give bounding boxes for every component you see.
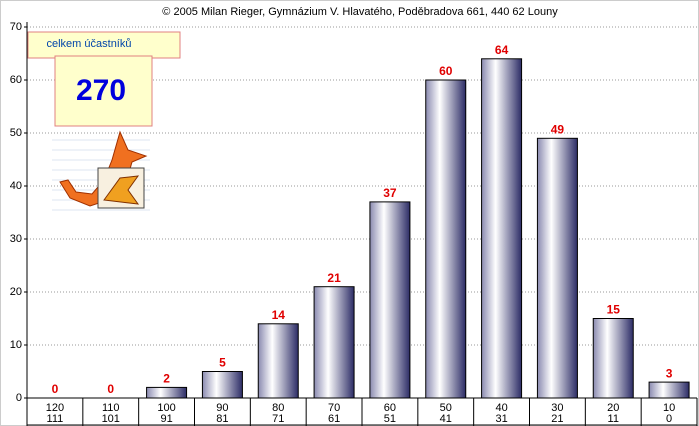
x-tick-label: 90	[216, 402, 228, 414]
bar	[648, 381, 690, 399]
x-tick-label: 50	[440, 402, 452, 414]
bar	[425, 79, 467, 399]
bar	[592, 318, 634, 399]
x-tick-label: 0	[666, 413, 672, 425]
x-tick-label: 100	[157, 402, 175, 414]
value-label: 37	[383, 186, 397, 200]
x-tick-label: 40	[495, 402, 507, 414]
value-label: 0	[52, 382, 59, 396]
summary-value-box	[54, 55, 153, 127]
value-label: 21	[327, 271, 341, 285]
x-tick-label: 70	[328, 402, 340, 414]
bar	[201, 371, 243, 399]
x-tick-label: 21	[551, 413, 563, 425]
y-tick-label: 50	[10, 127, 22, 139]
bar	[536, 137, 578, 399]
bar	[481, 58, 523, 399]
logo	[52, 130, 150, 211]
x-tick-label: 30	[551, 402, 563, 414]
x-tick-label: 41	[440, 413, 452, 425]
bars	[146, 58, 690, 399]
x-tick-label: 120	[46, 402, 64, 414]
value-label: 2	[163, 372, 170, 386]
summary-label: celkem účastníků	[47, 38, 132, 50]
y-tick-label: 20	[10, 286, 22, 298]
x-tick-label: 11	[608, 413, 619, 425]
x-tick-label: 91	[160, 413, 172, 425]
x-tick-label: 60	[384, 402, 396, 414]
x-tick-label: 101	[102, 413, 120, 425]
x-tick-label: 110	[102, 402, 120, 414]
x-tick-label: 10	[663, 402, 675, 414]
y-tick-label: 60	[10, 74, 22, 86]
x-tick-label: 81	[216, 413, 228, 425]
value-label: 0	[107, 382, 114, 396]
value-label: 14	[272, 308, 286, 322]
value-label: 5	[219, 356, 226, 370]
bar	[146, 386, 188, 399]
y-tick-label: 40	[10, 180, 22, 192]
x-tick-label: 111	[47, 413, 64, 425]
x-tick-label: 31	[495, 413, 507, 425]
y-tick-label: 0	[16, 392, 22, 404]
bar	[257, 323, 299, 399]
value-label: 64	[495, 43, 509, 57]
y-tick-label: 30	[10, 233, 22, 245]
x-tick-label: 61	[328, 413, 340, 425]
bar	[313, 286, 355, 399]
x-tick-label: 71	[272, 413, 284, 425]
value-label: 60	[439, 64, 453, 78]
value-label: 3	[666, 366, 673, 380]
bar	[369, 201, 411, 399]
summary-label-box	[27, 31, 181, 59]
chart-title: © 2005 Milan Rieger, Gymnázium V. Hlavat…	[162, 6, 558, 18]
value-label: 49	[551, 122, 565, 136]
x-tick-label: 80	[272, 402, 284, 414]
x-tick-label: 51	[384, 413, 396, 425]
value-label: 15	[607, 303, 621, 317]
x-tick-label: 20	[607, 402, 619, 414]
summary-value: 270	[76, 74, 126, 107]
y-tick-label: 70	[10, 21, 22, 33]
y-tick-label: 10	[10, 339, 22, 351]
